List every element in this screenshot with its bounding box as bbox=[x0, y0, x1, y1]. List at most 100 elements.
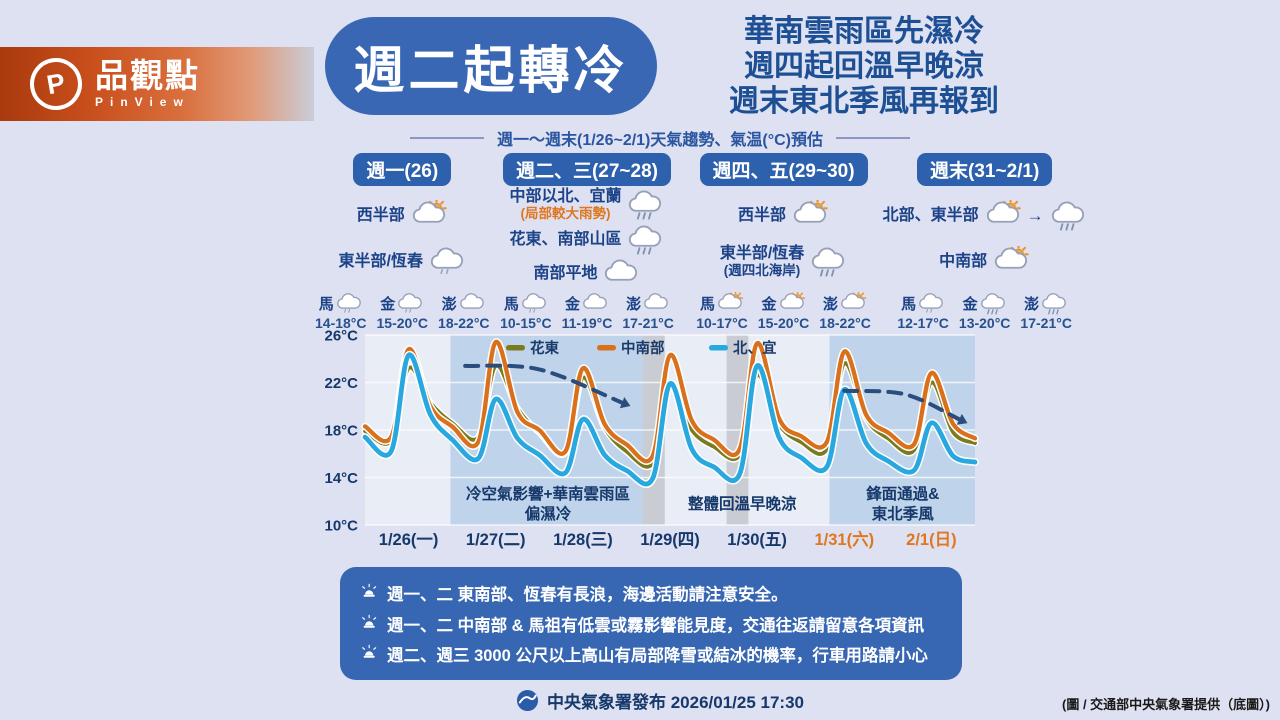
island-item: 金 15-20°C bbox=[757, 291, 810, 331]
island-name: 馬 bbox=[700, 295, 716, 313]
column-header: 週四、五(29~30) bbox=[699, 153, 868, 186]
alert-icon bbox=[360, 613, 378, 635]
chart-annotation: 冷空氣影響+華南雲雨區 bbox=[466, 484, 630, 503]
cloud-rain-icon bbox=[1051, 201, 1084, 231]
island-temp: 15-20°C bbox=[757, 315, 810, 331]
cwa-logo-icon bbox=[516, 689, 539, 712]
y-tick-label: 26°C bbox=[324, 328, 358, 345]
headline-line-2: 週四起回溫早晚涼 bbox=[744, 50, 984, 83]
cloud-drizzle-icon bbox=[430, 247, 464, 274]
region-label: 東半部/恆春 bbox=[338, 252, 423, 270]
island-item: 馬 14-18°C bbox=[315, 292, 367, 331]
island-item: 馬 12-17°C bbox=[897, 292, 949, 331]
region-rows: 中部以北、宜蘭 (局部較大雨勢) 花東、南部山區 南部平地 bbox=[490, 186, 685, 292]
region-label: 西半部 bbox=[738, 206, 787, 224]
cloud-icon bbox=[583, 292, 607, 309]
island-name: 馬 bbox=[901, 295, 917, 313]
brand-subname: PinView bbox=[95, 95, 190, 109]
cloud-rain-icon bbox=[629, 190, 662, 220]
islands-row: 馬 14-18°C 金 15-20°C 澎 18-22°C bbox=[315, 292, 490, 331]
chart-annotation: 鋒面通過& bbox=[865, 484, 939, 503]
sun-cloud-icon bbox=[779, 291, 805, 309]
island-item: 馬 10-17°C bbox=[696, 291, 748, 331]
cloud-icon bbox=[605, 259, 638, 281]
islands-row: 馬 10-17°C 金 15-20°C 澎 18-22°C bbox=[696, 291, 871, 331]
island-name: 馬 bbox=[318, 295, 334, 313]
y-tick-label: 18°C bbox=[324, 423, 358, 440]
region-row: 東半部/恆春 (週四北海岸) bbox=[684, 245, 882, 278]
cloud-drizzle-icon bbox=[398, 292, 423, 313]
region-label: 花東、南部山區 bbox=[509, 230, 622, 248]
region-row: 花東、南部山區 bbox=[490, 224, 685, 256]
y-tick-label: 14°C bbox=[324, 470, 358, 487]
island-temp: 10-17°C bbox=[696, 315, 748, 331]
region-row: 中部以北、宜蘭 (局部較大雨勢) bbox=[490, 188, 685, 221]
main-title: 週二起轉冷 bbox=[325, 17, 657, 115]
island-item: 金 11-19°C bbox=[562, 292, 612, 331]
trend-arrow bbox=[842, 388, 962, 422]
island-temp: 12-17°C bbox=[897, 315, 949, 331]
island-name: 澎 bbox=[1024, 295, 1040, 313]
legend-item: 北、宜 bbox=[709, 339, 777, 357]
footer: 中央氣象署發布 2026/01/25 17:30 bbox=[330, 688, 990, 713]
pinview-logo-banner: P 品觀點 PinView bbox=[0, 47, 314, 121]
y-tick-label: 22°C bbox=[324, 375, 358, 392]
column-header: 週末(31~2/1) bbox=[917, 153, 1053, 186]
island-temp: 14-18°C bbox=[315, 315, 367, 331]
brand-name: 品觀點 bbox=[95, 57, 200, 94]
region-label: 中部以北、宜蘭 (局部較大雨勢) bbox=[509, 188, 622, 222]
forecast-columns: 週一(26) 西半部 東半部/恆春 馬 14-18°C 金 15-20°C 澎 … bbox=[315, 153, 1084, 333]
island-name: 澎 bbox=[823, 295, 839, 313]
headline-line-1: 華南雲雨區先濕冷 bbox=[744, 15, 984, 48]
region-row: 西半部 bbox=[684, 199, 882, 232]
island-temp: 15-20°C bbox=[376, 315, 429, 331]
note-item: 週二、週三 3000 公尺以上高山有局部降雪或結冰的機率，行車用路請小心 bbox=[360, 642, 942, 666]
region-rows: 西半部 東半部/恆春 (週四北海岸) bbox=[684, 186, 882, 292]
island-item: 澎 17-21°C bbox=[1020, 292, 1072, 331]
island-name: 金 bbox=[761, 295, 777, 313]
sun-cloud-icon bbox=[995, 245, 1029, 269]
cloud-drizzle-icon bbox=[521, 292, 546, 313]
region-row: 中南部 bbox=[883, 245, 1087, 278]
cloud-rain-icon bbox=[812, 247, 845, 277]
cloud-icon bbox=[459, 292, 484, 309]
island-name: 馬 bbox=[503, 295, 519, 313]
svg-text:中南部: 中南部 bbox=[621, 339, 665, 357]
region-label: 北部、東半部 bbox=[882, 206, 979, 224]
island-temp: 18-22°C bbox=[819, 315, 871, 331]
sun-cloud-icon bbox=[412, 200, 447, 223]
island-item: 金 15-20°C bbox=[376, 292, 429, 331]
headline-line-3: 週末東北季風再報到 bbox=[729, 85, 999, 118]
x-tick-label: 1/26(一) bbox=[379, 531, 439, 549]
sun-cloud-icon bbox=[793, 199, 828, 223]
island-temp: 17-21°C bbox=[622, 315, 674, 331]
trend-arrowhead bbox=[956, 413, 968, 425]
x-tick-label: 2/1(日) bbox=[906, 531, 956, 549]
trend-arrow bbox=[463, 363, 625, 405]
forecast-column: 週一(26) 西半部 東半部/恆春 馬 14-18°C 金 15-20°C 澎 … bbox=[315, 153, 490, 333]
sun-cloud-icon bbox=[986, 200, 1021, 223]
region-row: 西半部 bbox=[315, 200, 490, 232]
column-header: 週一(26) bbox=[353, 153, 452, 186]
chart-annotation: 東北季風 bbox=[872, 504, 935, 523]
forecast-column: 週二、三(27~28) 中部以北、宜蘭 (局部較大雨勢) 花東、南部山區 南部平地… bbox=[490, 153, 685, 333]
region-label: 中南部 bbox=[939, 252, 988, 270]
note-text: 週一、二 中南部 & 馬祖有低雲或霧影響能見度，交通往返請留意各項資訊 bbox=[387, 616, 925, 635]
forecast-column: 週末(31~2/1) 北部、東半部 → 中南部 馬 12-17°C 金 13-2… bbox=[883, 153, 1087, 333]
region-row: 北部、東半部 → bbox=[883, 200, 1087, 232]
region-row: 南部平地 bbox=[490, 258, 685, 290]
trend-arrowhead bbox=[619, 397, 631, 409]
forecast-column: 週四、五(29~30) 西半部 東半部/恆春 (週四北海岸) 馬 10-17°C … bbox=[684, 153, 882, 333]
series-北、宜 bbox=[361, 351, 979, 488]
island-name: 澎 bbox=[626, 295, 642, 313]
island-item: 澎 18-22°C bbox=[819, 291, 871, 331]
x-tick-label: 1/27(二) bbox=[466, 531, 526, 549]
island-item: 金 13-20°C bbox=[959, 292, 1010, 331]
island-temp: 17-21°C bbox=[1020, 315, 1072, 331]
region-label: 東半部/恆春 (週四北海岸) bbox=[719, 244, 805, 278]
island-name: 金 bbox=[380, 295, 396, 313]
column-header: 週二、三(27~28) bbox=[502, 153, 671, 186]
headline: 華南雲雨區先濕冷 週四起回溫早晚涼 週末東北季風再報到 bbox=[652, 14, 1076, 119]
subtitle: 週一～週末(1/26~2/1)天氣趨勢、氣温(°C)預估 bbox=[330, 126, 990, 150]
island-item: 澎 18-22°C bbox=[438, 292, 490, 331]
